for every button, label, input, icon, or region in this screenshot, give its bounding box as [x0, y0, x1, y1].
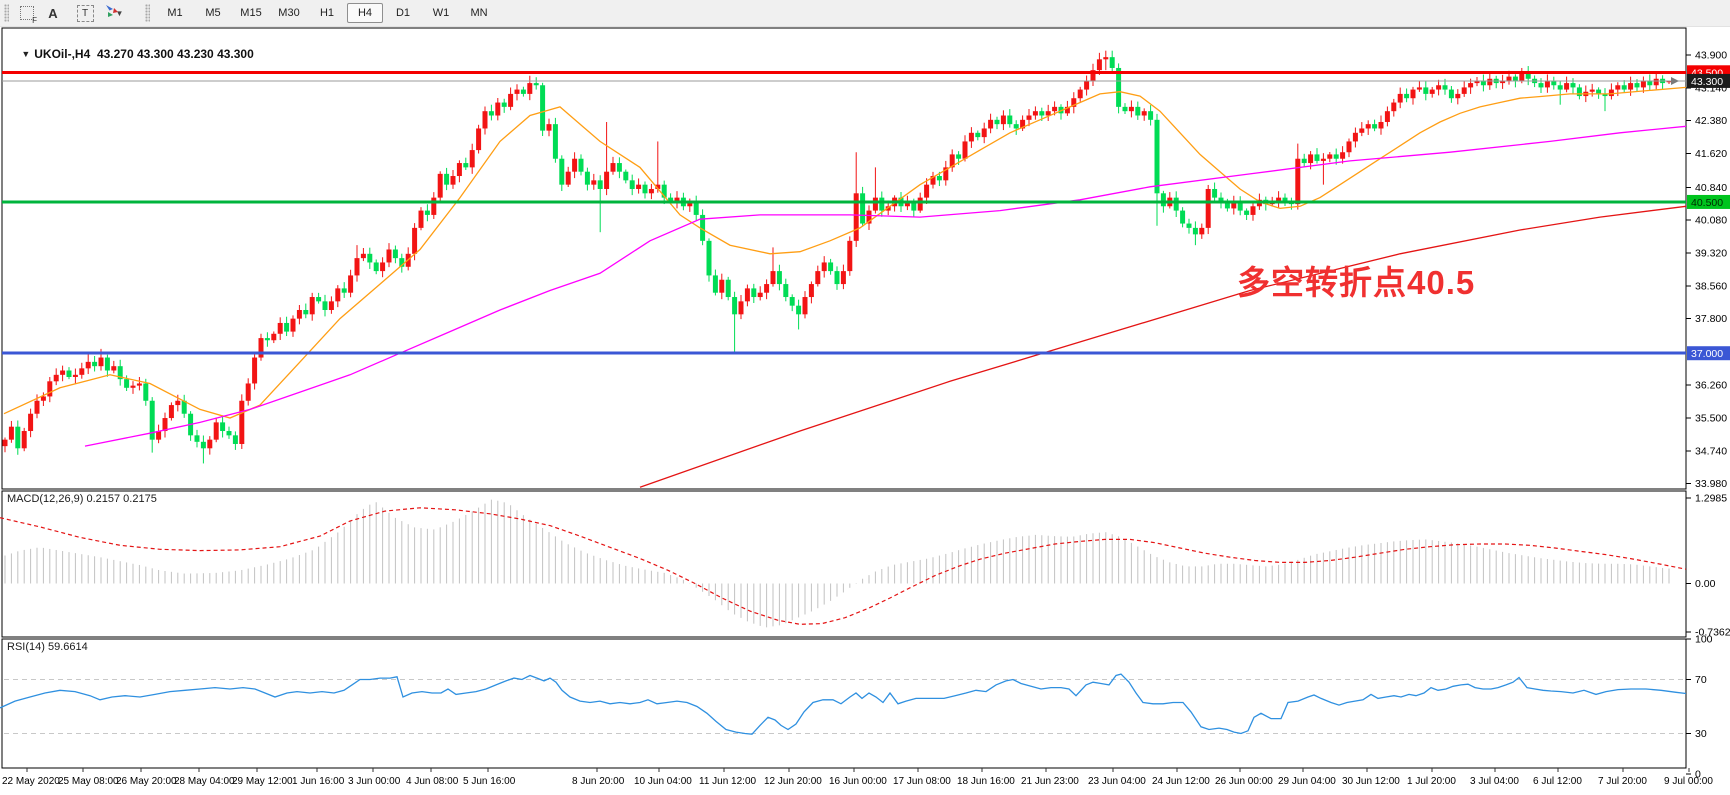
rsi-tick-label: 70 [1695, 674, 1707, 686]
f-label: F [32, 16, 37, 25]
price-tick-label: 38.560 [1695, 280, 1727, 292]
tf-button-M15[interactable]: M15 [240, 7, 262, 19]
time-tick-label: 17 Jun 08:00 [893, 776, 951, 787]
time-tick-label: 29 May 12:00 [232, 776, 293, 787]
time-tick-label: 28 May 04:00 [174, 776, 235, 787]
time-tick-label: 5 Jun 16:00 [463, 776, 516, 787]
toolbar-grip[interactable] [4, 4, 9, 22]
time-tick-label: 4 Jun 08:00 [406, 776, 459, 787]
time-tick-label: 10 Jun 04:00 [634, 776, 692, 787]
chart-title: ▼ UKOil-,H4 43.270 43.300 43.230 43.300 [8, 33, 254, 75]
price-badge-text: 37.000 [1691, 348, 1723, 360]
time-tick-label: 1 Jun 16:00 [292, 776, 345, 787]
time-tick-label: 6 Jul 12:00 [1533, 776, 1582, 787]
tf-button-H1[interactable]: H1 [319, 7, 335, 19]
ma-slow-red [639, 205, 1687, 488]
price-badge-text: 40.500 [1691, 197, 1723, 209]
time-tick-label: 26 May 20:00 [116, 776, 177, 787]
time-tick-label: 29 Jun 04:00 [1278, 776, 1336, 787]
dropdown-caret-icon: ▼ [115, 8, 124, 18]
cursor-arrows-icon[interactable]: ▼ [103, 2, 135, 25]
tf-button-H4[interactable]: H4 [347, 3, 383, 23]
price-tick-label: 37.800 [1695, 313, 1727, 325]
tf-button-D1[interactable]: D1 [395, 7, 411, 19]
arrows-glyph [106, 4, 118, 17]
time-tick-label: 21 Jun 23:00 [1021, 776, 1079, 787]
time-tick-label: 3 Jun 00:00 [348, 776, 401, 787]
rsi-indicator-label: RSI(14) 59.6614 [7, 641, 88, 653]
text-a-icon[interactable]: A [41, 2, 65, 25]
rsi-tick-label: 30 [1695, 728, 1707, 740]
rsi-pane [0, 673, 1687, 735]
time-tick-label: 1 Jul 20:00 [1407, 776, 1456, 787]
price-badge-37.000 [1687, 346, 1730, 361]
price-tick-label: 35.500 [1695, 413, 1727, 425]
indicator-f-icon[interactable]: F [15, 2, 39, 25]
macd-pane [0, 499, 1687, 628]
time-tick-label: 22 May 2020 [2, 776, 60, 787]
price-tick-label: 36.260 [1695, 380, 1727, 392]
a-label: A [48, 5, 58, 21]
rsi-line [0, 673, 1687, 735]
ma-fast-orange [3, 86, 1687, 419]
price-axis[interactable]: 43.90043.14042.38041.62040.84040.08039.3… [1686, 50, 1730, 781]
collapse-triangle-icon[interactable]: ▼ [21, 49, 31, 59]
time-tick-label: 9 Jul 00:00 [1664, 776, 1713, 787]
rsi-tick-label: 100 [1695, 634, 1713, 646]
text-box-t-icon[interactable]: T [73, 2, 97, 25]
time-tick-label: 26 Jun 00:00 [1215, 776, 1273, 787]
tf-button-M5[interactable]: M5 [205, 7, 221, 19]
tf-button-M1[interactable]: M1 [167, 7, 183, 19]
time-tick-label: 11 Jun 12:00 [699, 776, 757, 787]
t-label: T [76, 4, 94, 22]
price-tick-label: 41.620 [1695, 148, 1727, 160]
price-tick-label: 34.740 [1695, 445, 1727, 457]
price-tick-label: 42.380 [1695, 115, 1727, 127]
macd-signal-line [0, 507, 1687, 625]
time-tick-label: 30 Jun 12:00 [1342, 776, 1400, 787]
price-badge-40.500 [1687, 194, 1730, 209]
moving-averages [3, 86, 1687, 488]
time-tick-label: 8 Jun 20:00 [572, 776, 625, 787]
tf-button-W1[interactable]: W1 [432, 7, 450, 19]
price-tick-label: 33.980 [1695, 478, 1727, 490]
time-tick-label: 3 Jul 04:00 [1470, 776, 1519, 787]
rsi-tick-label: 0 [1695, 769, 1701, 781]
price-tick-label: 39.320 [1695, 247, 1727, 259]
time-tick-label: 25 May 08:00 [58, 776, 119, 787]
price-tick-label: 40.080 [1695, 215, 1727, 227]
time-tick-label: 24 Jun 12:00 [1152, 776, 1210, 787]
pane-frames [1, 27, 1687, 769]
horizontal-levels [2, 70, 1686, 355]
tf-button-M30[interactable]: M30 [278, 7, 300, 19]
time-tick-label: 18 Jun 16:00 [957, 776, 1015, 787]
time-tick-label: 7 Jul 20:00 [1598, 776, 1647, 787]
price-tick-label: 40.840 [1695, 182, 1727, 194]
tf-button-MN[interactable]: MN [470, 7, 488, 19]
dotted-box-icon: F [20, 6, 37, 25]
time-tick-label: 12 Jun 20:00 [764, 776, 822, 787]
timeframe-bar: M1 M5 M15 M30 H1 H4 D1 W1 MN [156, 3, 498, 23]
candlestick-series [2, 50, 1672, 464]
toolbar-grip[interactable] [145, 4, 150, 22]
symbol-period-label: UKOil-,H4 [34, 47, 91, 61]
price-tick-label: 43.900 [1695, 50, 1727, 62]
chart-annotation-text: 多空转折点40.5 [1237, 264, 1476, 301]
macd-indicator-label: MACD(12,26,9) 0.2157 0.2175 [7, 493, 157, 505]
macd-tick-label: -0.7362 [1695, 626, 1730, 638]
last-price-arrow-icon [1671, 76, 1679, 85]
main-toolbar: F A T ▼ M1 M5 M15 M30 H1 H4 D1 W1 MN [0, 0, 1730, 27]
time-tick-label: 23 Jun 04:00 [1088, 776, 1146, 787]
price-badge-text: 43.300 [1691, 76, 1723, 88]
time-tick-label: 16 Jun 00:00 [829, 776, 887, 787]
ma-medium-magenta [84, 125, 1687, 447]
price-badge-43.300 [1687, 73, 1730, 88]
macd-tick-label: 1.2985 [1695, 493, 1727, 505]
macd-tick-label: 0.00 [1695, 578, 1716, 590]
ohlc-quotes-label: 43.270 43.300 43.230 43.300 [96, 47, 254, 61]
